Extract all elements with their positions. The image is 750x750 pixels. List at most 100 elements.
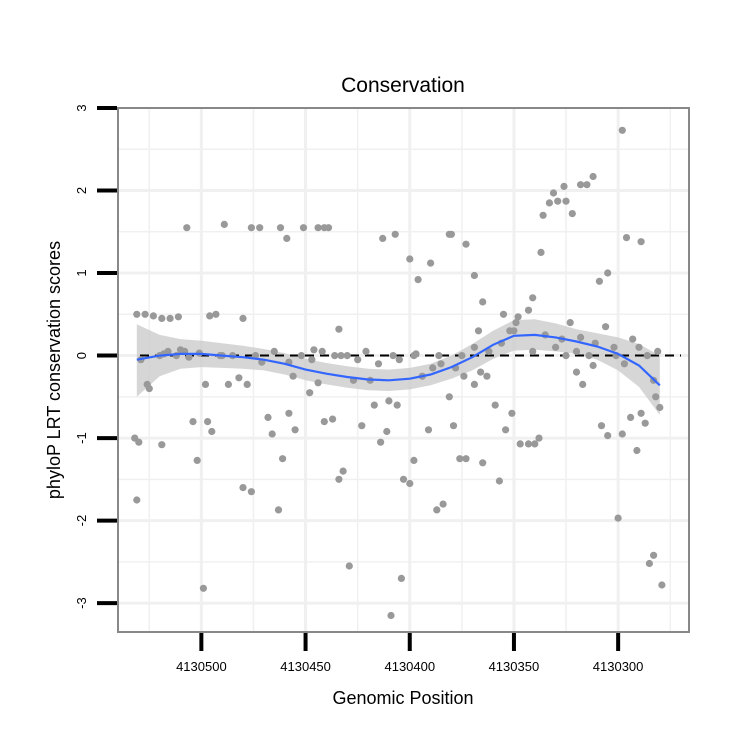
data-point (474, 327, 483, 335)
data-point (643, 352, 651, 360)
chart-title: Conservation (341, 74, 465, 97)
data-point (595, 277, 604, 285)
data-point (627, 413, 635, 421)
data-point (427, 259, 435, 267)
y-axis: 3 2 1 0 -1 -2 -3 (74, 104, 117, 609)
y-tick-label: 2 (74, 187, 89, 194)
data-point (568, 210, 576, 218)
data-point (374, 360, 383, 368)
data-point (345, 562, 353, 570)
data-point (189, 418, 197, 426)
data-point (462, 455, 470, 463)
y-axis-label: phyloP LRT conservation scores (44, 241, 64, 499)
data-point (652, 393, 660, 401)
data-point (449, 422, 458, 430)
data-point (516, 440, 524, 448)
data-point (141, 310, 149, 318)
data-point (224, 380, 232, 388)
data-point (429, 364, 437, 372)
data-point (149, 312, 157, 320)
data-point (562, 197, 570, 205)
data-point (391, 230, 399, 238)
data-point (199, 584, 207, 592)
data-point (633, 446, 641, 455)
x-tick-label: 4130400 (384, 659, 435, 674)
data-point (308, 356, 316, 364)
data-point (397, 574, 405, 583)
data-point (604, 269, 612, 277)
data-point (239, 484, 247, 492)
data-point (572, 368, 581, 376)
data-point (620, 360, 629, 368)
data-point (310, 346, 318, 354)
data-point (166, 314, 174, 322)
data-point (289, 372, 297, 380)
data-point (383, 427, 391, 436)
x-tick-label: 4130500 (176, 659, 227, 674)
data-point (508, 409, 516, 417)
data-point (291, 426, 299, 434)
data-point (256, 224, 264, 232)
confidence-band-layer (136, 319, 660, 415)
data-point (414, 276, 422, 284)
data-point (264, 413, 272, 421)
data-point (654, 347, 662, 355)
data-point (133, 496, 141, 504)
data-point (358, 422, 366, 430)
data-point (635, 343, 643, 351)
data-point (562, 352, 570, 360)
data-point (185, 353, 193, 361)
data-point (549, 189, 558, 197)
data-point (320, 418, 328, 426)
data-point (618, 430, 626, 438)
data-point (339, 467, 347, 475)
data-point (445, 393, 453, 401)
data-point (306, 389, 314, 397)
data-point (602, 323, 610, 331)
data-point (572, 347, 581, 355)
x-tick-label: 4130350 (489, 659, 540, 674)
data-point (393, 401, 401, 409)
data-point (458, 352, 466, 360)
data-point (499, 310, 508, 318)
data-point (201, 380, 210, 388)
data-point (502, 426, 510, 434)
data-point (470, 343, 478, 351)
data-point (618, 126, 626, 134)
data-point (447, 230, 455, 238)
data-point (524, 440, 533, 448)
data-point (329, 415, 337, 423)
x-axis: 4130500 4130450 4130400 4130350 4130300 (176, 633, 643, 674)
data-point (477, 368, 485, 376)
data-point (479, 298, 487, 306)
data-point (566, 319, 574, 327)
data-point (456, 455, 464, 463)
data-point (483, 372, 491, 380)
data-point (279, 455, 287, 463)
data-point (331, 352, 339, 360)
smooth-line-layer (136, 333, 661, 387)
data-point (641, 419, 649, 427)
data-point (554, 197, 562, 205)
data-point (143, 380, 151, 388)
data-point (314, 224, 322, 232)
data-point (510, 327, 518, 335)
data-point (424, 426, 433, 434)
data-point (650, 551, 658, 559)
data-point (470, 271, 478, 280)
data-point (297, 352, 305, 360)
data-point (299, 224, 308, 232)
data-point (439, 500, 447, 508)
data-point (212, 310, 220, 318)
points-layer (131, 126, 666, 620)
y-tick-label: -2 (74, 515, 89, 527)
data-point (629, 335, 637, 343)
data-point (343, 352, 351, 360)
data-point (535, 434, 543, 442)
data-point (433, 506, 441, 514)
data-point (389, 352, 397, 360)
data-point (495, 477, 503, 485)
data-point (524, 306, 533, 314)
data-point (220, 220, 228, 228)
